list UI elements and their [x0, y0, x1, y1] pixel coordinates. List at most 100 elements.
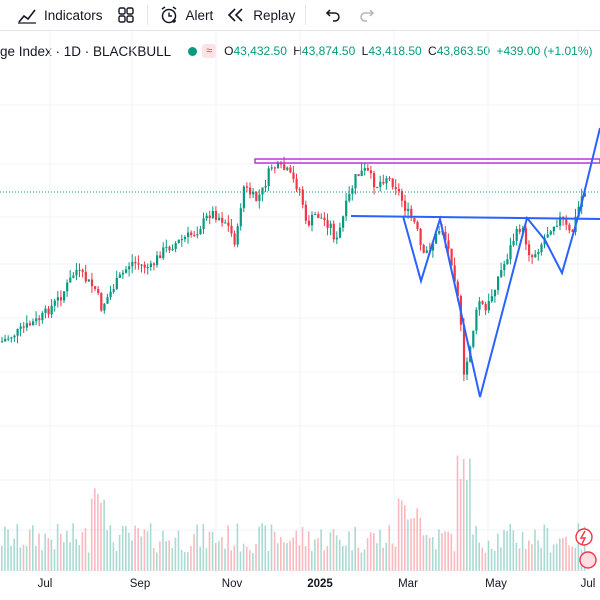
volume-bar: [357, 547, 360, 571]
close-value: 43,863.50: [436, 44, 491, 58]
wave-icon: ≈: [202, 44, 217, 58]
volume-bar: [534, 529, 536, 571]
volume-bar: [221, 537, 223, 571]
volume-bar: [168, 540, 170, 571]
volume-bar: [255, 543, 257, 571]
candle-body: [342, 216, 345, 228]
volume-bar: [38, 533, 40, 571]
us-flag-icon: [579, 551, 597, 569]
redo-button[interactable]: [350, 0, 384, 31]
volume-bar: [388, 525, 391, 571]
candle-body: [100, 293, 103, 311]
candle-body: [121, 272, 125, 275]
candle-body: [19, 326, 22, 329]
open-value: 43,432.50: [233, 44, 287, 58]
volume-bar: [391, 543, 394, 571]
volume-bar: [84, 528, 87, 571]
volume-bar: [196, 524, 198, 571]
volume-bar: [72, 523, 74, 571]
volume-bar: [472, 534, 474, 571]
candle-body: [466, 361, 469, 375]
volume-bar: [304, 546, 307, 571]
volume-bar: [503, 530, 505, 571]
volume-bar: [156, 552, 158, 571]
market-status-pill[interactable]: ≈: [185, 44, 217, 58]
volume-bar: [41, 550, 43, 571]
volume-bar: [25, 546, 28, 571]
candle-body: [146, 267, 149, 269]
candle-body: [314, 214, 317, 216]
x-axis-label: 2025: [307, 578, 333, 590]
volume-bar: [425, 534, 428, 571]
volume-bar: [59, 533, 62, 571]
candle-body: [373, 173, 376, 188]
candle-body: [307, 220, 311, 226]
candle-body: [360, 170, 363, 177]
volume-bar: [577, 523, 580, 571]
candle-body: [583, 193, 586, 197]
volume-bar: [13, 538, 15, 571]
volume-bar: [506, 531, 508, 571]
volume-bar: [121, 525, 124, 571]
volume-bar: [128, 532, 130, 571]
volume-bar: [568, 545, 570, 571]
indicators-icon: [16, 4, 38, 26]
candle-body: [462, 324, 466, 375]
candle-body: [528, 244, 531, 256]
alert-label: Alert: [185, 7, 214, 23]
high-key: H: [293, 44, 302, 58]
volume-bar: [286, 543, 288, 571]
volume-bar: [87, 552, 90, 571]
candle-body: [267, 168, 270, 186]
volume-bar: [94, 488, 96, 571]
replay-button[interactable]: Replay: [219, 0, 301, 31]
candle-body: [332, 223, 335, 240]
volume-bar: [518, 548, 521, 571]
volume-bar: [208, 531, 211, 571]
alert-button[interactable]: Alert: [152, 0, 220, 31]
price-chart[interactable]: [0, 31, 600, 574]
indicators-button[interactable]: Indicators: [10, 0, 109, 31]
volume-bar: [552, 544, 555, 571]
candle-body: [500, 270, 503, 277]
candle-body: [233, 233, 236, 245]
time-axis[interactable]: Jul Sep Nov 2025 Mar May Jul: [0, 574, 600, 600]
volume-bar: [301, 527, 304, 571]
volume-bar: [431, 537, 434, 571]
volume-bar: [242, 543, 245, 571]
volume-bar: [481, 547, 484, 571]
undo-button[interactable]: [316, 0, 350, 31]
volume-bar: [490, 548, 493, 571]
candle-body: [472, 330, 475, 347]
candle-body: [404, 200, 407, 211]
candle-body: [255, 191, 258, 201]
templates-button[interactable]: [109, 0, 143, 31]
symbol-title[interactable]: ge Index · 1D · BLACKBULL: [0, 43, 172, 59]
candle-body: [227, 222, 230, 226]
x-axis-label: May: [485, 578, 507, 590]
candle-body: [326, 220, 329, 228]
volume-bar: [512, 530, 515, 571]
ohlc-values: O43,432.50 H43,874.50 L43,418.50 C43,863…: [224, 44, 595, 58]
candle-body: [90, 279, 94, 287]
candle-body: [128, 266, 131, 270]
candle-body: [289, 167, 292, 173]
candle-body: [249, 187, 252, 195]
candle-body: [239, 208, 242, 227]
candle-body: [41, 312, 44, 321]
volume-bar: [379, 529, 381, 571]
candle-body: [444, 231, 447, 241]
volume-bar: [366, 538, 369, 571]
candle-body: [475, 309, 478, 331]
toolbar-divider: [305, 5, 307, 25]
candle-body: [273, 167, 276, 169]
neckline: [350, 215, 600, 220]
lightning-icon: [575, 528, 593, 546]
volume-bar: [273, 531, 276, 571]
volume-bar: [233, 545, 236, 571]
volume-bar: [546, 528, 549, 571]
volume-bar: [462, 458, 465, 571]
candle-body: [208, 215, 211, 218]
candle-body: [159, 255, 162, 259]
candle-body: [245, 186, 249, 188]
